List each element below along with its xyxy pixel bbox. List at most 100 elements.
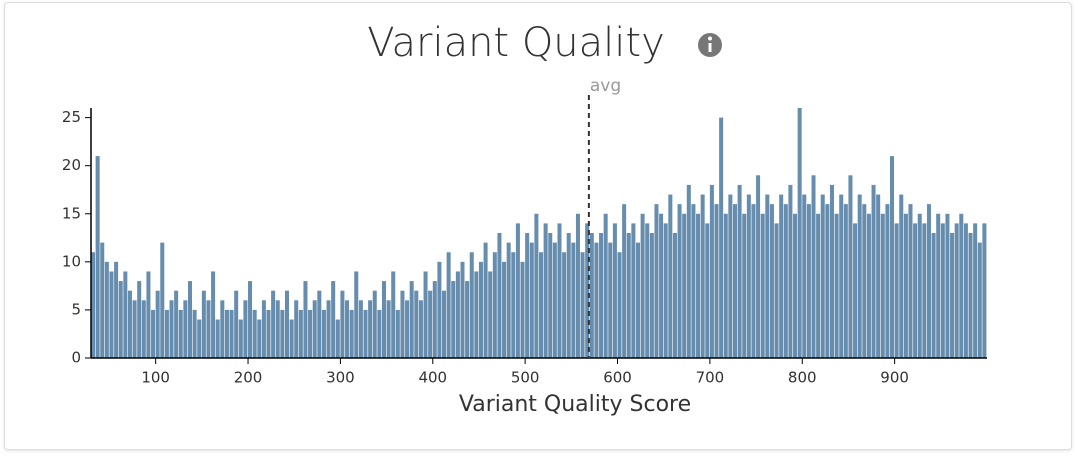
bar xyxy=(289,319,294,358)
bar xyxy=(677,204,682,358)
bar xyxy=(843,204,848,358)
bar xyxy=(802,194,807,358)
bar xyxy=(954,223,959,358)
bar xyxy=(488,271,493,358)
bar xyxy=(284,290,289,358)
bar xyxy=(751,204,756,358)
bar xyxy=(326,300,331,358)
bar xyxy=(335,319,340,358)
info-icon[interactable] xyxy=(698,33,722,57)
chart-title: Variant Quality xyxy=(367,20,665,66)
bar xyxy=(742,213,747,358)
bar xyxy=(478,261,483,358)
bar xyxy=(340,290,345,358)
bar xyxy=(774,223,779,358)
bar xyxy=(756,175,761,358)
bar xyxy=(511,252,516,358)
bar xyxy=(635,242,641,358)
bar xyxy=(418,300,423,358)
bar xyxy=(506,242,511,358)
bar xyxy=(294,300,299,358)
bar xyxy=(442,290,447,358)
bar xyxy=(899,194,904,358)
bar xyxy=(806,204,811,358)
bar xyxy=(903,213,908,358)
bar xyxy=(585,223,590,358)
bar xyxy=(377,309,382,358)
bar xyxy=(261,300,266,358)
bar xyxy=(298,309,303,358)
bar xyxy=(155,290,160,358)
bar xyxy=(696,213,701,358)
bar xyxy=(940,223,945,358)
bar xyxy=(589,233,594,358)
bar xyxy=(862,204,867,358)
bar xyxy=(931,233,936,358)
bar xyxy=(187,281,193,358)
bar xyxy=(640,213,645,358)
bar xyxy=(839,194,844,358)
info-dot xyxy=(708,36,712,41)
bar xyxy=(917,213,922,358)
bar xyxy=(682,213,687,358)
bar xyxy=(460,261,465,358)
bar xyxy=(469,252,474,358)
bar xyxy=(266,309,271,358)
bar xyxy=(779,194,784,358)
bar xyxy=(612,223,617,358)
bar xyxy=(455,271,460,358)
bar xyxy=(783,204,788,358)
bar xyxy=(137,281,142,358)
bar xyxy=(363,309,368,358)
bar xyxy=(659,213,664,358)
bar xyxy=(963,223,968,358)
bar xyxy=(594,242,599,358)
bar xyxy=(252,309,257,358)
bar xyxy=(229,309,234,358)
bar xyxy=(502,261,507,358)
bar xyxy=(539,252,544,358)
bar xyxy=(562,252,567,358)
y-tick-label: 25 xyxy=(62,108,81,126)
avg-label: avg xyxy=(590,76,621,96)
bar xyxy=(649,233,654,358)
bar xyxy=(178,309,183,358)
bar xyxy=(645,223,650,358)
bar xyxy=(936,213,941,358)
bar xyxy=(109,271,114,358)
bar xyxy=(520,261,525,358)
bar xyxy=(788,184,793,358)
bar xyxy=(146,271,151,358)
bar xyxy=(312,300,317,358)
bar xyxy=(765,194,770,358)
bar xyxy=(220,300,225,358)
x-tick-label: 300 xyxy=(326,369,355,387)
bar xyxy=(100,242,105,358)
bar xyxy=(626,233,631,358)
bar xyxy=(248,281,253,358)
bar xyxy=(950,233,955,358)
bar xyxy=(321,309,326,358)
bar xyxy=(575,213,580,358)
x-tick-label: 600 xyxy=(603,369,632,387)
bar xyxy=(428,290,433,358)
x-tick-label: 900 xyxy=(880,369,909,387)
bar xyxy=(358,300,363,358)
bar xyxy=(548,233,553,358)
bar xyxy=(719,117,724,358)
bar xyxy=(686,184,691,358)
bar xyxy=(331,281,336,358)
bar xyxy=(492,252,497,358)
bar xyxy=(132,300,137,358)
bar xyxy=(811,175,816,358)
bar xyxy=(672,233,677,358)
bar xyxy=(201,290,206,358)
bar xyxy=(617,252,622,358)
bar xyxy=(395,309,400,358)
bar xyxy=(890,156,895,358)
x-tick-label: 200 xyxy=(234,369,263,387)
bar xyxy=(317,290,322,358)
bar xyxy=(543,223,548,358)
x-tick-label: 500 xyxy=(511,369,540,387)
bar xyxy=(91,252,96,358)
